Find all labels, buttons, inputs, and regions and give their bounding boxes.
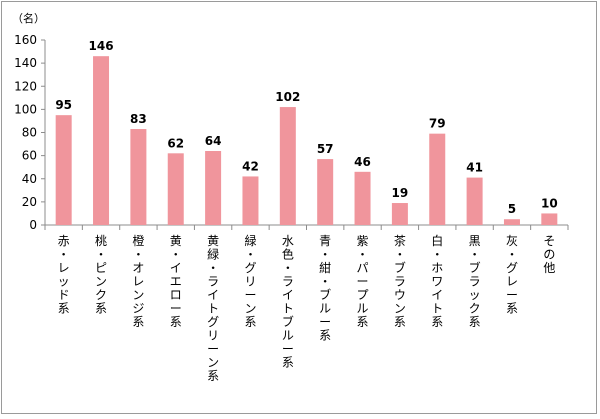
bar — [130, 129, 147, 225]
category-label: 白・ホワイト系 — [431, 233, 443, 329]
y-unit-label: （名） — [12, 11, 45, 25]
category-label: 橙・オレンジ系 — [132, 233, 144, 329]
bar — [55, 115, 72, 225]
data-label: 41 — [466, 161, 483, 175]
y-tick-label: 20 — [22, 195, 37, 209]
bar — [541, 213, 558, 225]
data-label: 10 — [541, 196, 558, 210]
category-label: 灰・グレー系 — [506, 234, 518, 316]
y-tick-label: 60 — [22, 149, 37, 163]
bar — [466, 177, 483, 225]
bar — [93, 56, 110, 225]
y-tick-label: 80 — [22, 126, 37, 140]
bar — [167, 153, 184, 225]
data-label: 62 — [167, 136, 184, 150]
data-label: 83 — [130, 112, 147, 126]
data-label: 79 — [429, 117, 446, 131]
bar-chart: （名） 0 20 40 60 80 100 120 140 160 95 赤・レッド系 146 桃・ピン… — [12, 11, 569, 383]
bar — [503, 219, 520, 225]
data-label: 46 — [354, 155, 371, 169]
y-tick-label: 160 — [14, 33, 37, 47]
category-label: 茶・ブラウン系 — [394, 233, 406, 329]
chart-frame: （名） 0 20 40 60 80 100 120 140 160 95 赤・レッド系 146 桃・ピン… — [1, 1, 597, 414]
category-label: 紫・パープル系 — [357, 234, 369, 329]
category-label: 水色・ライトブルー系 — [282, 234, 294, 370]
y-tick-label: 0 — [29, 218, 37, 232]
bar — [429, 133, 446, 225]
category-label: 黄緑・ライトグリーン系 — [207, 234, 219, 383]
bar — [242, 176, 259, 225]
bar — [354, 171, 371, 225]
bar — [205, 151, 222, 225]
data-label: 146 — [89, 39, 114, 53]
y-tick-label: 140 — [14, 56, 37, 70]
category-label: 青・紺・ブルー系 — [319, 234, 331, 343]
data-label: 19 — [392, 186, 409, 200]
y-tick-label: 40 — [22, 172, 37, 186]
bar — [279, 107, 296, 225]
data-label: 42 — [242, 159, 259, 173]
bar — [317, 159, 334, 225]
category-label: 赤・レッド系 — [58, 234, 70, 316]
data-label: 57 — [317, 142, 334, 156]
y-tick-label: 100 — [14, 102, 37, 116]
data-label: 102 — [275, 90, 300, 104]
data-label: 95 — [55, 98, 72, 112]
bar — [391, 203, 408, 225]
category-label: 黒・ブラック系 — [469, 234, 481, 329]
y-tick-label: 120 — [14, 79, 37, 93]
category-label: その他 — [543, 234, 555, 275]
data-label: 64 — [205, 134, 222, 148]
data-label: 5 — [508, 202, 516, 216]
category-label: 桃・ピンク系 — [95, 233, 107, 316]
category-label: 黄・イエロー系 — [170, 234, 182, 329]
category-label: 緑・グリーン系 — [244, 233, 256, 329]
